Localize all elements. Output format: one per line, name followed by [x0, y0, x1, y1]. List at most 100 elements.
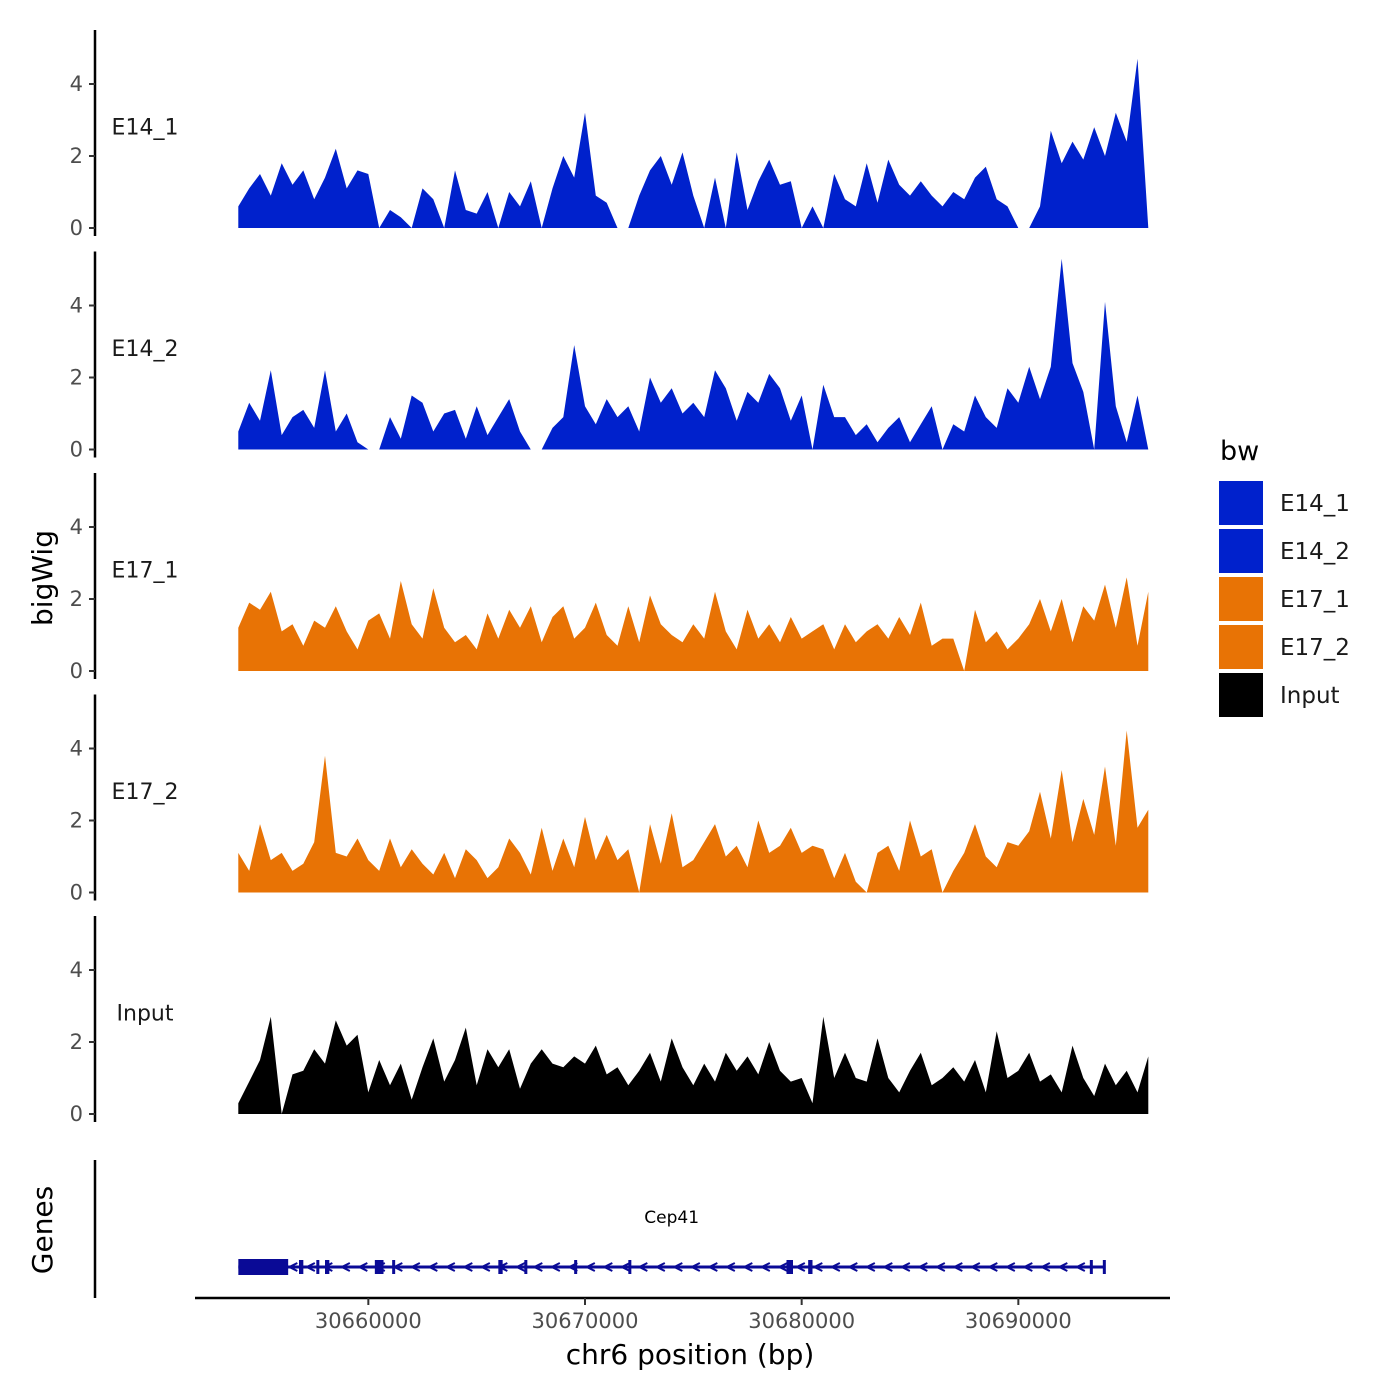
gene-panel-title: Genes	[26, 1186, 59, 1274]
y-tick-label: 0	[70, 881, 83, 905]
x-tick-label: 30680000	[748, 1309, 855, 1333]
strand-arrow	[619, 1262, 631, 1272]
strand-arrow	[444, 1262, 456, 1272]
coverage-tracks: 0 2 4 E14_1 0 2 4 E14_2 0 2 4 E17_1 0 2 4 E17_2 0 2 4 Input	[70, 30, 1149, 1126]
strand-arrow	[549, 1262, 561, 1272]
strand-arrow	[514, 1262, 526, 1272]
y-axis-title: bigWig	[26, 530, 59, 626]
strand-arrow	[812, 1262, 823, 1272]
legend-label: E17_2	[1280, 635, 1350, 661]
strand-arrow	[304, 1262, 316, 1272]
y-tick-label: 2	[70, 587, 83, 611]
track-label: E14_1	[112, 115, 179, 140]
exon	[574, 1260, 578, 1274]
legend-swatch-input	[1219, 673, 1263, 717]
exon	[374, 1260, 384, 1274]
track-e17-1: 0 2 4 E17_1	[70, 473, 1149, 683]
strand-arrow	[532, 1262, 543, 1272]
y-tick-label: 2	[70, 144, 83, 168]
exon	[299, 1260, 304, 1274]
exon	[325, 1260, 330, 1274]
strand-arrow	[847, 1262, 858, 1272]
legend-swatch-e14-1	[1219, 481, 1263, 525]
strand-arrow	[864, 1262, 876, 1272]
exon	[524, 1260, 528, 1274]
strand-arrow	[654, 1262, 666, 1272]
y-tick-label: 4	[70, 72, 83, 96]
strand-arrow	[462, 1262, 473, 1272]
track-e14-1: 0 2 4 E14_1	[70, 30, 1149, 240]
strand-arrow	[1022, 1262, 1033, 1272]
y-tick-label: 2	[70, 366, 83, 390]
strand-arrow	[777, 1262, 788, 1272]
legend-swatch-e17-2	[1219, 625, 1263, 669]
strand-arrow	[794, 1262, 806, 1272]
gene-name-label: Cep41	[644, 1208, 699, 1228]
legend: bw E14_1 E14_2 E17_1 E17_2 Input	[1219, 436, 1350, 717]
legend-label: Input	[1280, 683, 1340, 709]
x-tick-label: 30670000	[532, 1309, 639, 1333]
y-tick-label: 2	[70, 809, 83, 833]
strand-arrow	[427, 1262, 438, 1272]
y-tick-label: 0	[70, 1102, 83, 1126]
strand-arrow	[969, 1262, 981, 1272]
exon	[786, 1260, 793, 1274]
exon	[1102, 1260, 1106, 1274]
strand-arrow	[1057, 1262, 1068, 1272]
coverage-area-e14-1	[238, 58, 1149, 228]
exon	[498, 1260, 503, 1274]
y-tick-label: 0	[70, 659, 83, 683]
x-axis-title: chr6 position (bp)	[566, 1338, 815, 1371]
legend-title: bw	[1220, 436, 1259, 467]
legend-swatch-e14-2	[1219, 529, 1263, 573]
exon	[316, 1260, 320, 1274]
strand-arrow	[584, 1262, 596, 1272]
strand-arrow	[987, 1262, 998, 1272]
exon	[808, 1260, 813, 1274]
strand-arrow	[339, 1262, 351, 1272]
y-tick-label: 0	[70, 438, 83, 462]
y-tick-label: 0	[70, 216, 83, 240]
strand-arrow	[742, 1262, 753, 1272]
strand-arrow	[602, 1262, 613, 1272]
strand-arrow	[409, 1262, 421, 1272]
track-label: Input	[117, 1001, 174, 1026]
y-tick-label: 4	[70, 958, 83, 982]
exon	[628, 1260, 632, 1274]
exon	[238, 1259, 289, 1275]
exon	[1089, 1260, 1093, 1274]
strand-arrow	[1004, 1262, 1016, 1272]
coverage-area-input	[238, 1016, 1149, 1114]
track-input: 0 2 4 Input	[70, 916, 1149, 1126]
strand-arrow	[829, 1262, 841, 1272]
strand-arrow	[689, 1262, 701, 1272]
coverage-area-e17-2	[238, 730, 1149, 893]
strand-arrow	[479, 1262, 491, 1272]
legend-label: E14_1	[1280, 491, 1350, 517]
strand-arrow	[672, 1262, 683, 1272]
coverage-area-e17-1	[238, 577, 1149, 671]
strand-arrow	[637, 1262, 648, 1272]
legend-swatch-e17-1	[1219, 577, 1263, 621]
strand-arrow	[952, 1262, 963, 1272]
strand-arrow	[287, 1262, 298, 1272]
track-e14-2: 0 2 4 E14_2	[70, 251, 1149, 462]
x-axis: 30660000 30670000 30680000 30690000	[195, 1296, 1170, 1333]
y-tick-label: 4	[70, 515, 83, 539]
strand-arrow	[724, 1262, 736, 1272]
strand-arrow	[934, 1262, 946, 1272]
y-tick-label: 4	[70, 737, 83, 761]
legend-label: E14_2	[1280, 539, 1350, 565]
strand-arrow	[357, 1262, 368, 1272]
strand-arrow	[882, 1262, 893, 1272]
strand-arrow	[917, 1262, 928, 1272]
x-tick-label: 30660000	[315, 1309, 422, 1333]
strand-arrow	[1039, 1262, 1051, 1272]
strand-arrow	[1074, 1262, 1086, 1272]
strand-arrow	[899, 1262, 911, 1272]
strand-arrow	[759, 1262, 771, 1272]
legend-label: E17_1	[1280, 587, 1350, 613]
gene-panel: Cep41	[93, 1160, 1106, 1298]
x-tick-label: 30690000	[965, 1309, 1072, 1333]
y-tick-label: 2	[70, 1030, 83, 1054]
